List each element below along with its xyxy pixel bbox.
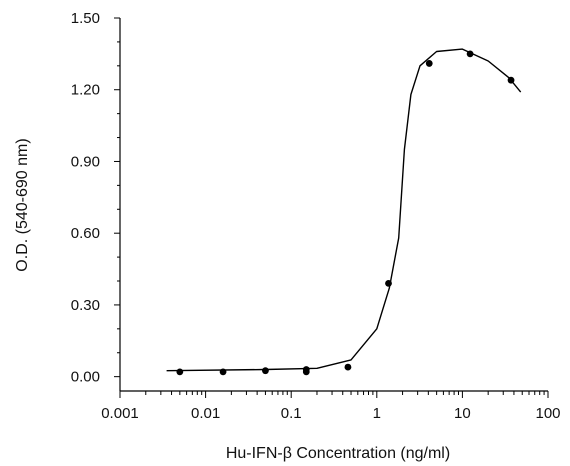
fit-curve [166,48,522,372]
data-points [176,50,515,376]
data-point [262,367,269,375]
data-point [176,368,184,376]
x-tick-label: 10 [454,405,471,422]
data-point [466,50,474,58]
y-axis-label: O.D. (540-690 nm) [14,138,31,271]
data-point [425,60,433,67]
y-tick-label: 1.20 [71,82,100,99]
x-tick-label: 1 [373,405,381,422]
y-tick-label: 0.30 [71,297,100,314]
data-point [302,366,310,373]
y-tick-label: 0.60 [71,225,100,242]
y-tick-label: 1.50 [71,10,100,27]
axes: 0.00 0.30 0.60 0.90 1.20 1.50 0.001 0.01 0.1 1 10 1… [71,10,561,422]
data-point [344,363,352,371]
x-tick-label: 100 [535,405,560,422]
fit-curve-group [166,48,522,372]
y-tick-label: 0.00 [71,369,100,386]
x-tick-label: 0.1 [281,405,302,422]
data-point [385,280,392,287]
data-point [507,76,515,84]
x-tick-label: 0.01 [191,405,220,422]
y-tick-label: 0.90 [71,153,100,170]
x-tick-label: 0.001 [101,405,139,422]
x-axis-label: Hu-IFN-β Concentration (ng/ml) [226,445,450,462]
data-point [219,368,227,376]
